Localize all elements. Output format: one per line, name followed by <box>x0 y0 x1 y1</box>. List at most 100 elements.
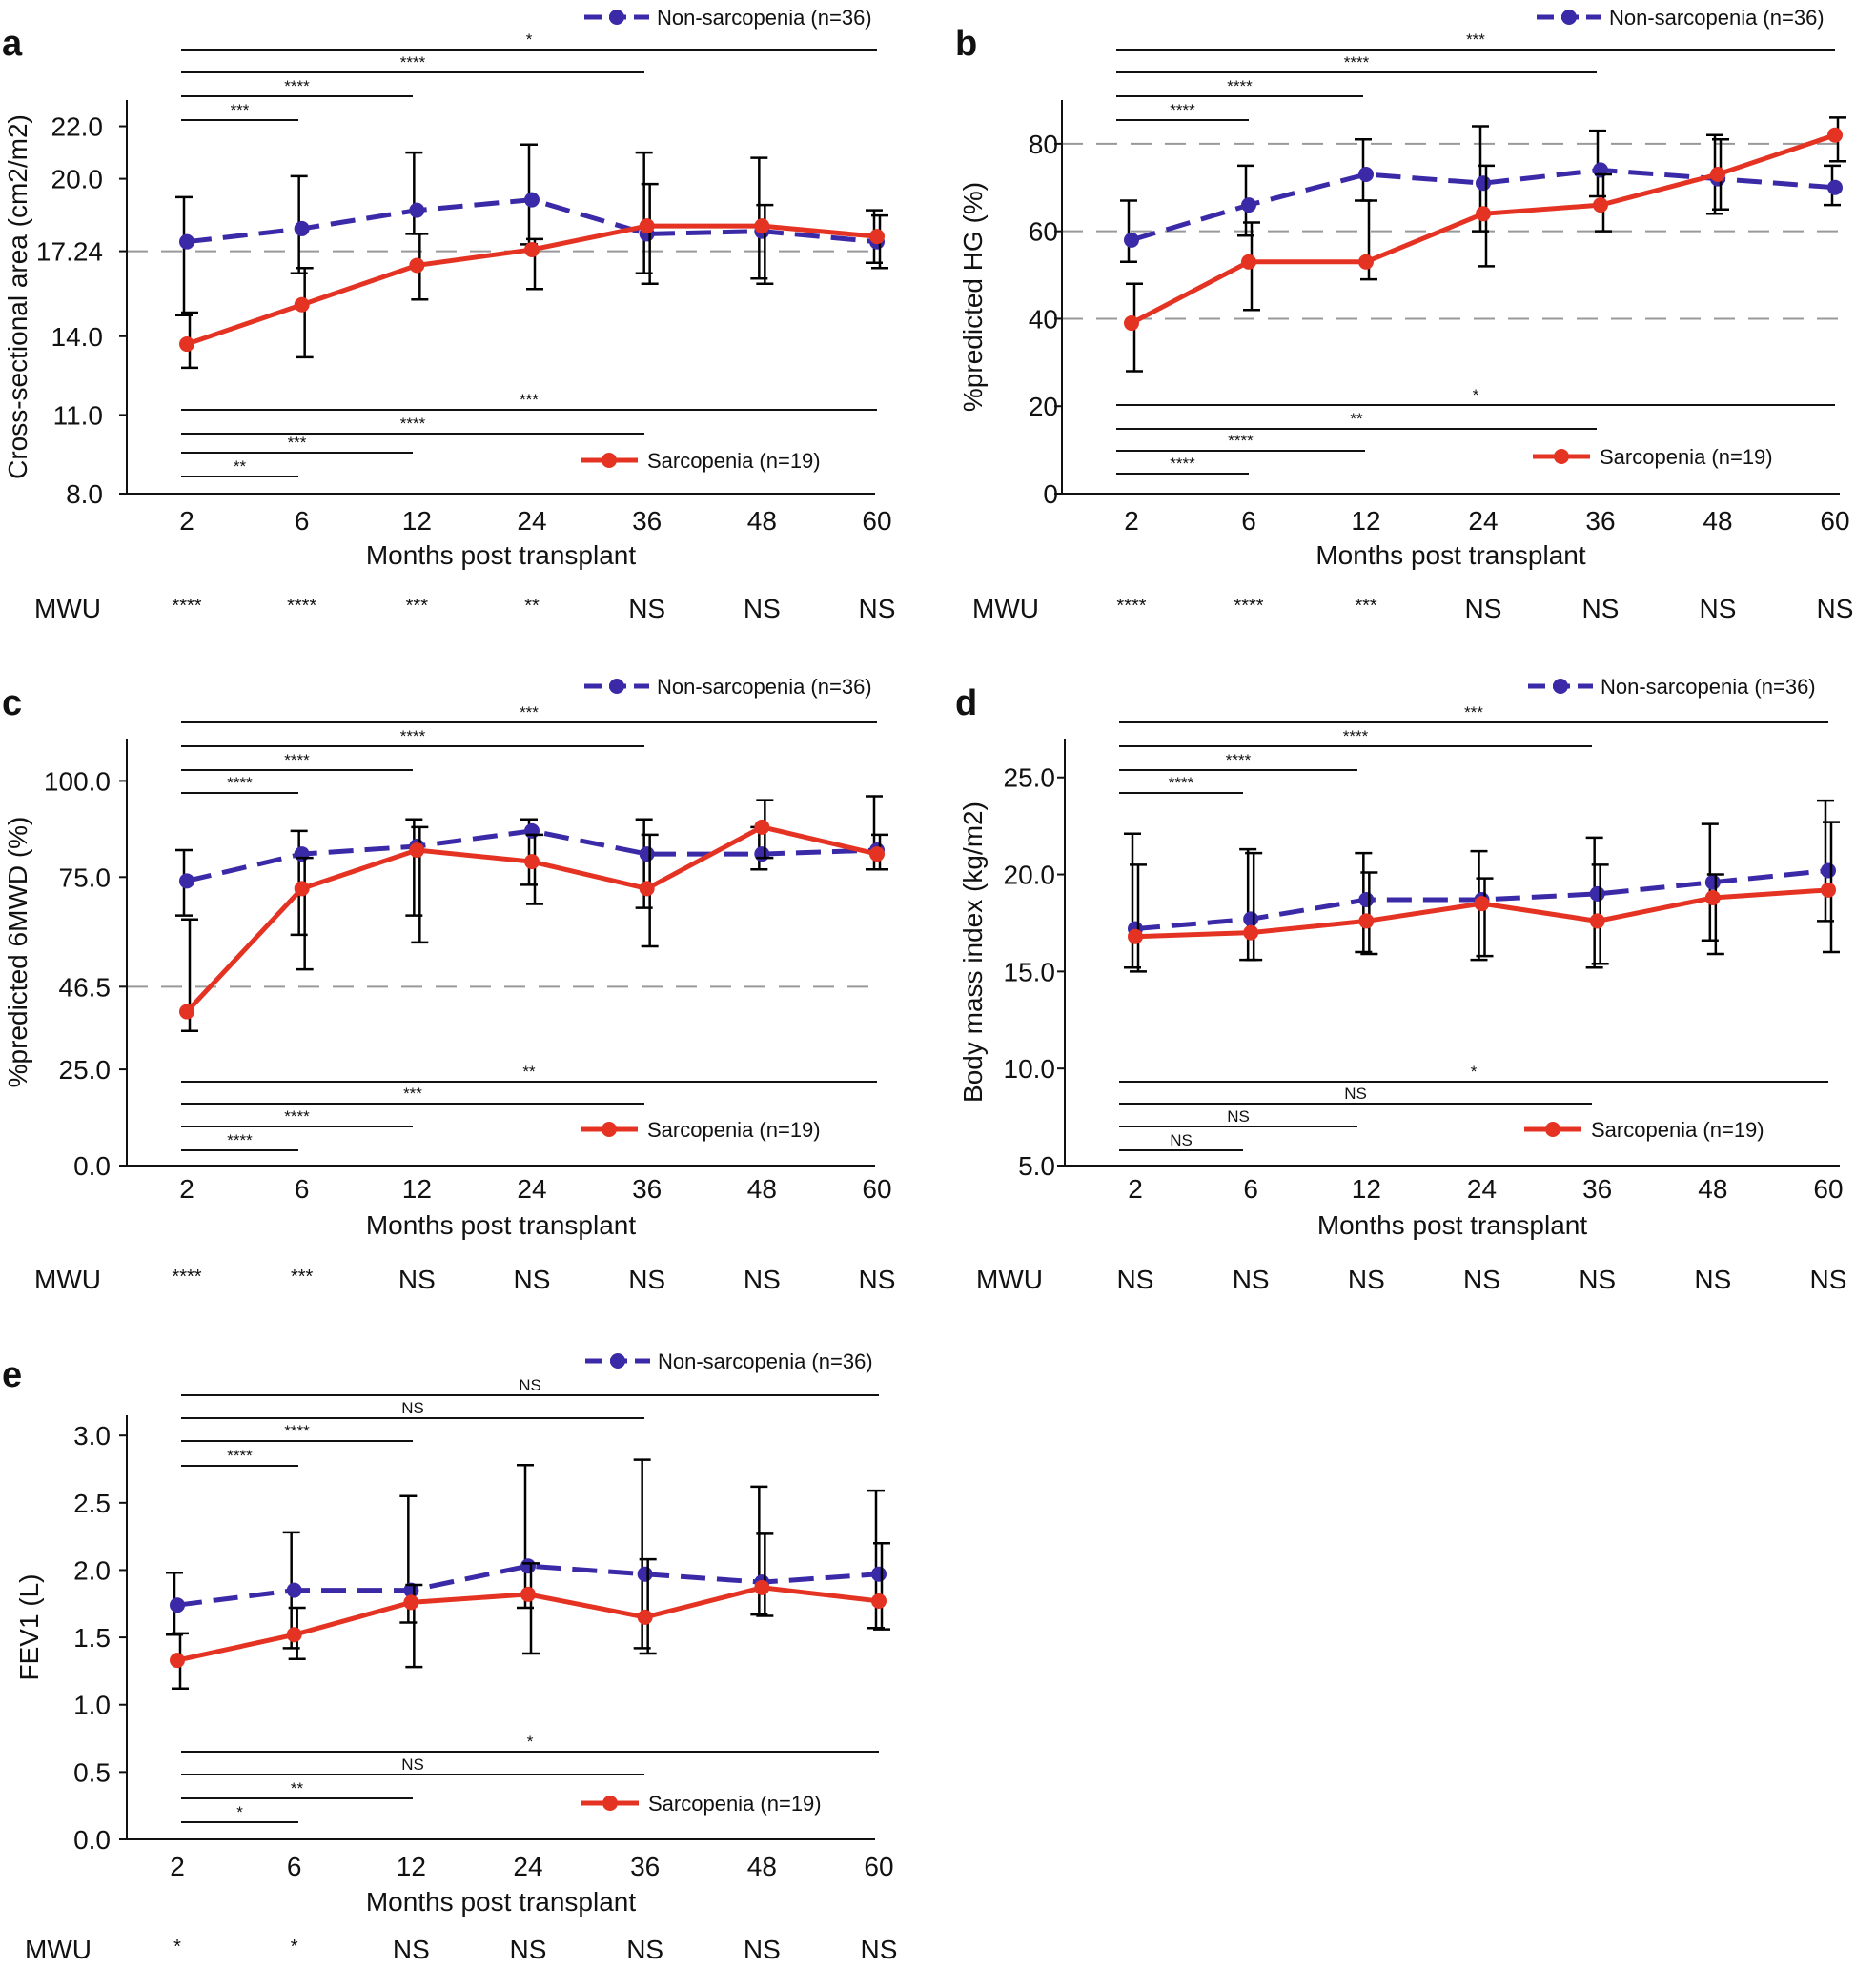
sarcopenia-point <box>1593 197 1608 213</box>
y-axis-title: FEV1 (L) <box>14 1573 44 1680</box>
x-tick-label: 24 <box>517 506 546 536</box>
x-tick-label: 36 <box>632 1174 662 1204</box>
sarcopenia-point <box>524 854 540 870</box>
non-sarcopenia-point <box>1243 911 1259 927</box>
x-tick-label: 60 <box>864 1852 893 1881</box>
sarcopenia-point <box>754 1579 770 1595</box>
x-tick-label: 36 <box>1585 506 1615 536</box>
mwu-value: NS <box>744 594 781 623</box>
mwu-label: MWU <box>972 594 1039 623</box>
legend-sarcopenia-marker <box>602 453 617 468</box>
legend-sarcopenia-label: Sarcopenia (n=19) <box>647 1118 821 1142</box>
panel-letter: a <box>2 24 23 64</box>
y-tick-label: 8.0 <box>66 479 103 509</box>
non-sarcopenia-point <box>1704 874 1721 890</box>
non-sarcopenia-point <box>1827 179 1843 195</box>
x-tick-label: 36 <box>1582 1174 1612 1204</box>
mwu-value: NS <box>628 1265 665 1294</box>
bottom-bracket-label: ** <box>291 1779 304 1797</box>
y-tick-label: 14.0 <box>51 322 104 352</box>
y-tick-label: 0.5 <box>73 1757 111 1787</box>
mwu-value: NS <box>1582 594 1620 623</box>
top-bracket-label: **** <box>1343 727 1369 745</box>
top-bracket-label: **** <box>227 1447 253 1465</box>
non-sarcopenia-point <box>637 1566 653 1582</box>
bottom-bracket-label: **** <box>227 1131 253 1149</box>
mwu-value: **** <box>172 596 201 617</box>
y-tick-label: 25.0 <box>59 1055 112 1085</box>
x-tick-label: 36 <box>630 1852 660 1881</box>
top-bracket-label: **** <box>400 727 426 745</box>
legend-sarcopenia-label: Sarcopenia (n=19) <box>1600 445 1773 469</box>
sarcopenia-point <box>294 881 310 897</box>
non-sarcopenia-point <box>1241 197 1256 213</box>
x-tick-label: 6 <box>295 506 310 536</box>
mwu-label: MWU <box>976 1265 1043 1294</box>
mwu-value: NS <box>393 1935 430 1964</box>
y-tick-label: 20.0 <box>1004 861 1056 890</box>
sarcopenia-point <box>1241 254 1256 270</box>
top-bracket-label: *** <box>520 703 539 721</box>
x-tick-label: 48 <box>747 506 777 536</box>
mwu-value: NS <box>626 1935 663 1964</box>
mwu-value: NS <box>744 1265 781 1294</box>
sarcopenia-point <box>294 296 310 313</box>
y-tick-label: 15.0 <box>1004 957 1056 986</box>
x-axis-title: Months post transplant <box>1317 1210 1587 1240</box>
x-tick-label: 12 <box>1352 1174 1381 1204</box>
sarcopenia-point <box>403 1594 419 1611</box>
y-tick-label: 11.0 <box>53 400 103 430</box>
non-sarcopenia-point <box>409 202 425 218</box>
sarcopenia-point <box>1476 206 1491 222</box>
panel-letter: b <box>955 24 977 64</box>
sarcopenia-point <box>409 842 425 859</box>
y-tick-label: 75.0 <box>59 862 112 892</box>
legend-non-sarcopenia-marker <box>609 10 624 25</box>
mwu-value: **** <box>172 1267 201 1288</box>
mwu-value: NS <box>1579 1265 1616 1294</box>
x-tick-label: 6 <box>1241 506 1256 536</box>
bottom-bracket-label: NS <box>1227 1107 1250 1126</box>
legend-non-sarcopenia-label: Non-sarcopenia (n=36) <box>658 1349 873 1373</box>
y-tick-label: 2.5 <box>73 1489 111 1518</box>
non-sarcopenia-point <box>524 822 540 839</box>
x-tick-label: 6 <box>295 1174 310 1204</box>
legend-non-sarcopenia-marker <box>1561 10 1577 25</box>
bottom-bracket-label: ** <box>1350 410 1363 428</box>
mwu-value: **** <box>1116 596 1146 617</box>
x-tick-label: 12 <box>397 1852 426 1881</box>
sarcopenia-point <box>869 846 885 862</box>
panel-a: a 8.0 11.0 14.0 17.24 20.0 22.0 2 6 12 24 36 48 60 Mon… <box>2 6 895 623</box>
top-bracket-label: **** <box>227 774 253 792</box>
mwu-value: *** <box>291 1267 314 1288</box>
x-tick-label: 6 <box>1243 1174 1258 1204</box>
top-bracket-label: **** <box>400 53 426 71</box>
y-tick-label: 60 <box>1029 217 1058 247</box>
top-bracket-label: **** <box>1170 101 1195 119</box>
sarcopenia-point <box>1128 928 1143 944</box>
sarcopenia-point <box>871 1593 887 1609</box>
x-tick-label: 24 <box>1467 1174 1497 1204</box>
top-bracket-label: **** <box>284 751 310 769</box>
sarcopenia-point <box>524 241 540 257</box>
x-tick-label: 48 <box>1698 1174 1727 1204</box>
bottom-bracket-label: * <box>1473 386 1479 404</box>
non-sarcopenia-point <box>1476 175 1491 192</box>
panel-b: b 0 20 40 60 80 2 6 12 24 36 48 60 Months post transp… <box>955 6 1853 623</box>
bottom-bracket-label: **** <box>284 1107 310 1126</box>
x-tick-label: 12 <box>402 1174 432 1204</box>
top-bracket-label: *** <box>1466 30 1485 49</box>
sarcopenia-point <box>520 1586 536 1602</box>
top-bracket-label: **** <box>1227 77 1253 95</box>
x-tick-label: 36 <box>632 506 662 536</box>
mwu-value: NS <box>628 594 665 623</box>
mwu-value: NS <box>1348 1265 1385 1294</box>
non-sarcopenia-point <box>1358 892 1375 908</box>
sarcopenia-point <box>1589 913 1605 929</box>
bottom-bracket-label: NS <box>1170 1131 1193 1149</box>
y-axis-title: Body mass index (kg/m2) <box>958 801 988 1103</box>
x-tick-label: 24 <box>517 1174 546 1204</box>
legend-non-sarcopenia-marker <box>609 679 624 694</box>
panel-e: e 0.0 0.5 1.0 1.5 2.0 2.5 3.0 2 6 12 24 36 48 60 Months… <box>2 1349 897 1964</box>
